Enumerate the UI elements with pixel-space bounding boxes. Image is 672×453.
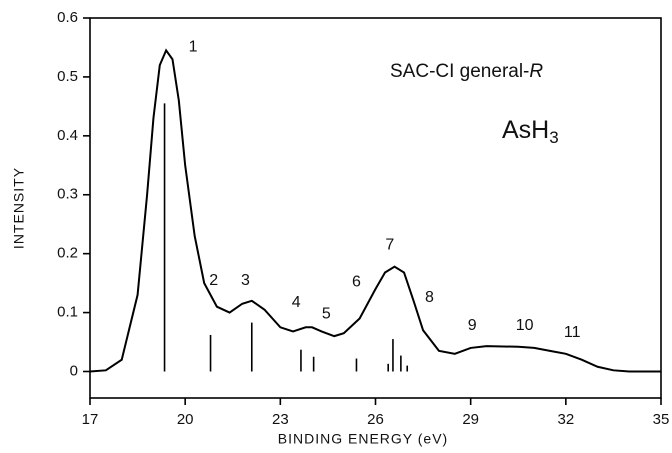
- x-tick-label: 17: [82, 411, 99, 428]
- method-label: SAC-CI general-R: [390, 61, 543, 82]
- method-suffix: R: [529, 61, 543, 82]
- x-tick-label: 35: [653, 411, 670, 428]
- molecule-subscript: 3: [549, 128, 558, 147]
- x-tick-label: 26: [367, 411, 384, 428]
- x-tick-label: 20: [177, 411, 194, 428]
- y-tick-label: 0.1: [57, 304, 78, 321]
- x-tick-label: 29: [462, 411, 479, 428]
- y-tick-label: 0.4: [57, 127, 78, 144]
- peak-label: 6: [352, 274, 361, 291]
- y-tick-label: 0.2: [57, 245, 78, 262]
- peak-label: 2: [209, 272, 218, 289]
- peak-label: 9: [468, 317, 477, 334]
- y-tick-label: 0.6: [57, 9, 78, 26]
- y-axis-label: INTENSITY: [11, 167, 27, 249]
- y-tick-label: 0.5: [57, 68, 78, 85]
- y-tick-label: 0: [70, 362, 78, 379]
- peak-label: 7: [385, 237, 394, 254]
- peak-label: 4: [292, 294, 301, 311]
- peak-label: 5: [322, 306, 331, 323]
- x-axis-label: BINDING ENERGY (eV): [278, 431, 448, 447]
- molecule-text: AsH: [502, 116, 549, 144]
- spectrum-curve: [89, 48, 661, 373]
- molecule-label: AsH3: [502, 116, 559, 148]
- peak-label: 11: [564, 324, 581, 341]
- peak-label: 8: [425, 289, 434, 306]
- y-tick-label: 0.3: [57, 186, 78, 203]
- x-tick-label: 23: [272, 411, 289, 428]
- peak-label: 1: [189, 39, 198, 56]
- method-text: SAC-CI general-: [390, 61, 529, 82]
- peak-label: 3: [241, 272, 250, 289]
- x-tick-label: 32: [557, 411, 574, 428]
- peak-label: 10: [516, 317, 534, 334]
